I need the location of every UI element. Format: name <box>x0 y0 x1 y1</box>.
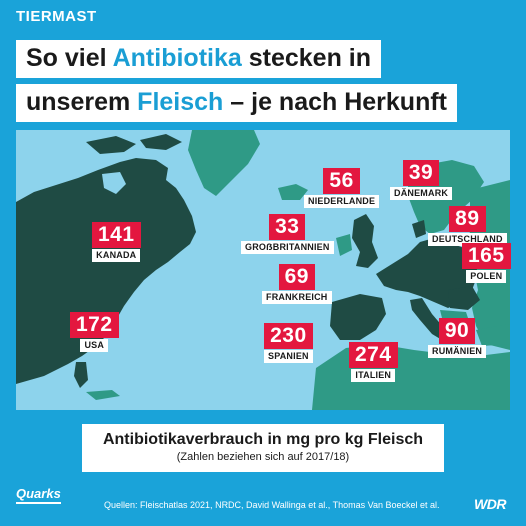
country-label-frankreich: 69 FRANKREICH <box>262 264 332 304</box>
value-badge: 274 <box>349 342 398 368</box>
value-badge: 33 <box>269 214 306 240</box>
title-line-2: unserem Fleisch – je nach Herkunft <box>16 84 457 122</box>
country-name: FRANKREICH <box>262 291 332 304</box>
iberia <box>330 294 386 340</box>
country-name: POLEN <box>466 270 507 283</box>
title-line-2-post: – je nach Herkunft <box>223 88 447 116</box>
country-label-italien: 274 ITALIEN <box>349 342 398 382</box>
country-name: KANADA <box>92 249 141 262</box>
arctic-islands-2 <box>140 134 182 150</box>
legend-title: Antibiotikaverbrauch in mg pro kg Fleisc… <box>102 431 424 448</box>
country-name: DEUTSCHLAND <box>428 233 507 246</box>
great-britain <box>352 214 378 268</box>
denmark <box>412 220 426 238</box>
wdr-logo: WDR <box>474 496 506 512</box>
title-line-2-pre: unserem <box>26 88 138 116</box>
value-badge: 230 <box>264 323 313 349</box>
hudson-bay <box>102 172 126 194</box>
legend-subtitle: (Zahlen beziehen sich auf 2017/18) <box>176 451 350 463</box>
cuba <box>86 390 120 400</box>
country-name: GROẞBRITANNIEN <box>241 241 334 254</box>
value-badge: 56 <box>323 168 360 194</box>
country-label-rumaenien: 90 RUMÄNIEN <box>428 318 487 358</box>
value-badge: 69 <box>278 264 315 290</box>
north-america-land <box>16 158 196 384</box>
florida <box>74 362 88 388</box>
title-line-1-pre: So viel <box>26 44 113 72</box>
country-name: RUMÄNIEN <box>428 345 487 358</box>
ireland <box>336 234 352 256</box>
title-line-1: So viel Antibiotika stecken in <box>16 40 382 78</box>
title-highlight-antibiotika: Antibiotika <box>112 44 242 72</box>
value-badge: 172 <box>70 312 119 338</box>
quarks-logo: Quarks <box>16 487 61 504</box>
legend-box: Antibiotikaverbrauch in mg pro kg Fleisc… <box>82 424 444 472</box>
country-name: USA <box>80 339 109 352</box>
country-label-deutschland: 89 DEUTSCHLAND <box>428 206 507 246</box>
arctic-islands <box>86 136 136 154</box>
country-name: DÄNEMARK <box>390 187 453 200</box>
value-badge: 90 <box>438 318 476 344</box>
romania <box>448 286 480 310</box>
title-line-1-post: stecken in <box>241 44 372 72</box>
value-badge: 89 <box>449 206 486 232</box>
country-label-polen: 165 POLEN <box>462 243 511 283</box>
greenland <box>188 130 260 196</box>
country-label-kanada: 141 KANADA <box>92 222 141 262</box>
country-label-daenemark: 39 DÄNEMARK <box>390 160 453 200</box>
title-highlight-fleisch: Fleisch <box>137 88 224 116</box>
country-label-spanien: 230 SPANIEN <box>264 323 313 363</box>
value-badge: 141 <box>92 222 141 248</box>
turkey <box>476 324 510 346</box>
country-name: ITALIEN <box>351 369 396 382</box>
value-badge: 39 <box>402 160 440 186</box>
country-name: SPANIEN <box>264 350 313 363</box>
iceland <box>278 184 308 200</box>
topic-label: TIERMAST <box>16 8 97 25</box>
country-name: NIEDERLANDE <box>304 195 380 208</box>
value-badge: 165 <box>462 243 511 269</box>
italy <box>410 298 444 340</box>
sources-text: Quellen: Fleischatlas 2021, NRDC, David … <box>104 500 440 510</box>
country-label-grossbritannien: 33 GROẞBRITANNIEN <box>241 214 334 254</box>
country-label-usa: 172 USA <box>70 312 119 352</box>
country-label-niederlande: 56 NIEDERLANDE <box>304 168 380 208</box>
